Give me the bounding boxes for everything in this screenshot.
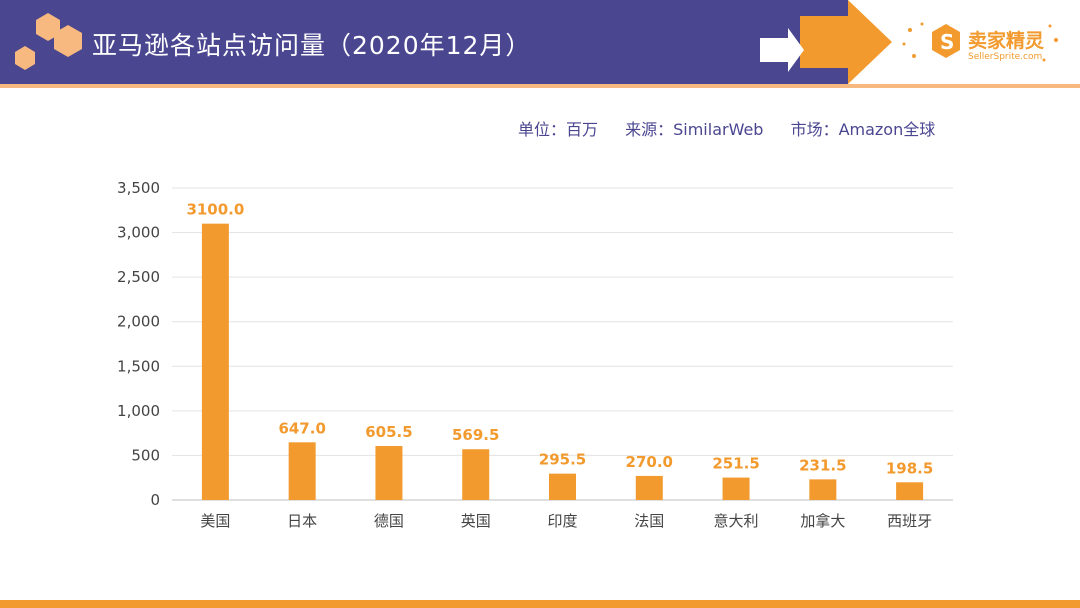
market-label: 市场：Amazon全球 (790, 120, 936, 139)
bar (635, 475, 663, 500)
unit-label: 单位：百万 (518, 120, 599, 139)
header-divider (0, 84, 1080, 88)
bar (375, 446, 403, 500)
bar (201, 223, 229, 500)
category-label: 印度 (547, 512, 577, 530)
y-tick-label: 2,000 (117, 313, 160, 331)
bar (896, 482, 924, 500)
data-label: 605.5 (365, 423, 412, 441)
category-label: 英国 (461, 512, 491, 530)
arrow-decoration-icon (760, 0, 892, 84)
y-tick-label: 0 (150, 491, 160, 509)
data-label: 251.5 (712, 455, 759, 473)
footer-divider (0, 600, 1080, 608)
category-label: 西班牙 (887, 512, 932, 530)
category-label: 德国 (374, 512, 404, 530)
data-label: 3100.0 (186, 201, 244, 219)
source-label: 来源：SimilarWeb (625, 120, 764, 139)
y-tick-label: 3,000 (117, 224, 160, 242)
category-label: 美国 (200, 512, 230, 530)
data-label: 270.0 (626, 453, 673, 471)
category-label: 意大利 (714, 512, 759, 530)
header: 亚马逊各站点访问量（2020年12月） S 卖家精灵 SellerSprite.… (0, 0, 1080, 84)
category-label: 日本 (287, 512, 317, 530)
bar (462, 449, 490, 500)
bar (809, 479, 837, 500)
category-label: 加拿大 (800, 512, 845, 530)
page-title: 亚马逊各站点访问量（2020年12月） (92, 31, 532, 60)
data-label: 647.0 (278, 419, 325, 437)
chart-meta: 单位：百万 来源：SimilarWeb 市场：Amazon全球 (518, 116, 957, 140)
data-label: 295.5 (539, 451, 586, 469)
y-tick-label: 500 (131, 446, 160, 464)
logo-icon: S (902, 22, 1058, 62)
bar (722, 477, 750, 500)
category-label: 法国 (634, 512, 664, 530)
bar (549, 473, 576, 500)
bar (288, 442, 316, 500)
y-tick-label: 1,500 (117, 357, 160, 375)
y-tick-label: 3,500 (117, 179, 160, 197)
data-label: 198.5 (886, 459, 933, 477)
logo-url: SellerSprite.com (968, 52, 1043, 62)
y-tick-label: 1,000 (117, 402, 160, 420)
hexagon-decoration-icon (15, 13, 82, 70)
y-tick-label: 2,500 (117, 268, 160, 286)
header-band (0, 0, 848, 84)
svg-text:S: S (940, 30, 954, 54)
data-label: 231.5 (799, 456, 846, 474)
data-label: 569.5 (452, 426, 499, 444)
logo-name: 卖家精灵 (968, 30, 1045, 52)
